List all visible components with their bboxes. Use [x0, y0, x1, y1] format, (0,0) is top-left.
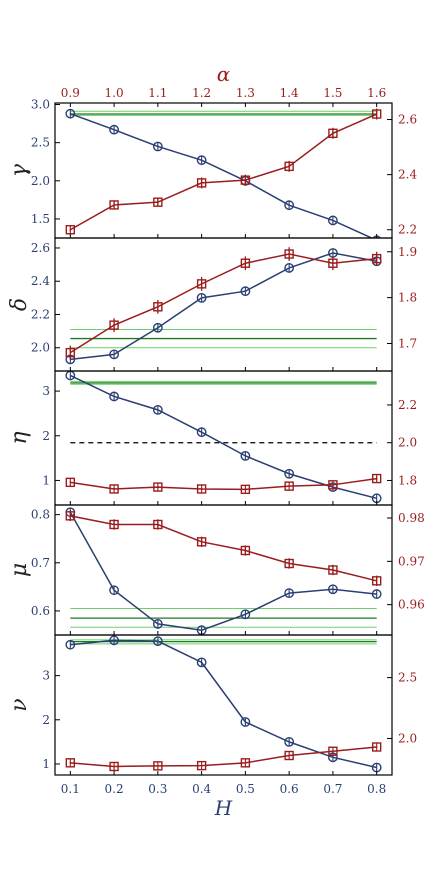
left-tick-label: 0.6	[31, 604, 50, 618]
right-tick-label: 2.0	[398, 436, 417, 450]
plot-area	[65, 507, 382, 635]
right-tick-label: 2.6	[398, 113, 417, 127]
plot-area	[65, 371, 382, 504]
y-axis-label: γ	[7, 163, 32, 177]
left-tick-label: 2.4	[31, 274, 50, 288]
right-tick-label: 0.96	[398, 598, 425, 612]
right-tick-label: 2.2	[398, 223, 417, 237]
top-tick-label: 1.4	[280, 86, 299, 100]
x-axis-label-top: α	[217, 62, 231, 86]
top-tick-label: 1.3	[236, 86, 255, 100]
bottom-tick-label: 0.2	[105, 782, 124, 796]
y-axis-label: δ	[7, 298, 32, 311]
right-tick-label: 2.5	[398, 671, 417, 685]
right-tick-label: 0.98	[398, 511, 425, 525]
left-tick-label: 2	[42, 713, 50, 727]
right-tick-label: 2.4	[398, 168, 417, 182]
blue-series-line	[69, 374, 377, 500]
red-series-line	[69, 253, 377, 354]
red-series-line	[70, 515, 377, 582]
panel-2: 2.0 2.2 2.4 2.6 1.7 1.8 1.9 δ	[7, 237, 417, 372]
left-tick-label: 1	[42, 473, 50, 487]
bottom-tick-label: 0.7	[323, 782, 342, 796]
left-tick-label: 2	[42, 429, 50, 443]
top-tick-label: 1.0	[105, 86, 124, 100]
blue-series-line	[70, 112, 374, 238]
y-axis-label: μ	[7, 563, 32, 577]
plot-area	[65, 247, 382, 365]
y-axis-label: η	[7, 431, 32, 444]
top-tick-label: 1.1	[148, 86, 167, 100]
left-tick-label: 2.0	[31, 341, 50, 355]
top-tick-label: 0.9	[61, 86, 80, 100]
right-tick-label: 1.9	[398, 245, 417, 259]
right-tick-label: 2.2	[398, 398, 417, 412]
panel-frame	[54, 237, 393, 372]
right-tick-label: 1.8	[398, 473, 417, 487]
right-tick-label: 0.97	[398, 554, 425, 568]
plot-area	[65, 635, 382, 773]
left-tick-label: 3.0	[31, 98, 50, 112]
red-series-line	[69, 113, 377, 231]
panel-frame	[54, 634, 393, 776]
panel-3: 1 2 3 1.8 2.0 2.2 η	[7, 370, 417, 506]
x-axis-label-bottom: H	[214, 796, 233, 820]
blue-series-line	[70, 252, 377, 361]
right-tick-label: 1.8	[398, 291, 417, 305]
bottom-tick-label: 0.8	[367, 782, 386, 796]
y-axis-label: ν	[7, 698, 32, 711]
top-tick-label: 1.2	[192, 86, 211, 100]
left-tick-label: 0.8	[31, 508, 50, 522]
panel-5: 1 2 3 2.0 2.5 ν	[7, 634, 417, 776]
bottom-tick-label: 0.3	[148, 782, 167, 796]
right-tick-label: 2.0	[398, 731, 417, 745]
left-tick-label: 2.5	[31, 136, 50, 150]
top-tick-label: 1.5	[323, 86, 342, 100]
blue-series-line	[70, 639, 377, 769]
left-tick-label: 0.7	[31, 556, 50, 570]
right-tick-label: 1.7	[398, 336, 417, 350]
bottom-tick-label: 0.4	[192, 782, 211, 796]
panel-4: 0.6 0.7 0.8 0.96 0.97 0.98 μ	[7, 504, 425, 636]
blue-series-line	[69, 511, 377, 631]
panel-frame	[54, 370, 393, 506]
red-series-line	[70, 477, 377, 491]
plot-area	[65, 108, 382, 238]
left-tick-label: 2.6	[31, 241, 50, 255]
bottom-tick-label: 0.1	[61, 782, 80, 796]
bottom-tick-label: 0.5	[236, 782, 255, 796]
left-tick-label: 2.2	[31, 307, 50, 321]
left-tick-label: 3	[42, 669, 50, 683]
left-tick-label: 2.0	[31, 174, 50, 188]
left-tick-label: 1	[42, 757, 50, 771]
red-series-line	[70, 746, 377, 768]
panel-1: 1.5 2.0 2.5 3.0 2.2 2.4 2.6 γ	[7, 98, 417, 239]
left-tick-label: 3	[42, 384, 50, 398]
top-tick-label: 1.6	[367, 86, 386, 100]
panel-frame	[54, 504, 393, 636]
bottom-tick-label: 0.6	[280, 782, 299, 796]
left-tick-label: 1.5	[31, 212, 50, 226]
